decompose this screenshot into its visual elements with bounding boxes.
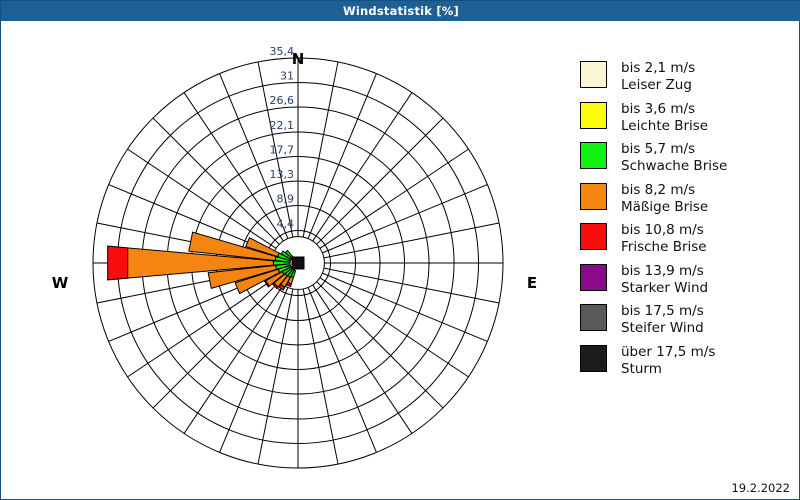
legend-beaufort-name: Leiser Zug	[621, 77, 692, 93]
grid-spoke	[307, 73, 377, 239]
grid-spoke	[323, 267, 500, 304]
wind-petal-segment	[107, 245, 129, 281]
legend-item[interactable]: bis 3,6 m/s Leichte Brise	[580, 101, 795, 135]
grid-spoke	[127, 277, 277, 378]
rose-center-hub	[291, 256, 305, 270]
legend-item[interactable]: über 17,5 m/s Sturm	[580, 344, 795, 378]
legend-speed-range: bis 3,6 m/s	[621, 100, 696, 117]
compass-label-north: N	[291, 50, 305, 68]
legend-beaufort-name: Sturm	[621, 360, 662, 377]
grid-spoke	[183, 92, 284, 242]
legend-label: bis 2,1 m/s Leiser Zug	[621, 60, 695, 94]
legend-item[interactable]: bis 17,5 m/s Steifer Wind	[580, 303, 795, 337]
legend-item[interactable]: bis 10,8 m/s Frische Brise	[580, 222, 795, 256]
legend-speed-range: bis 5,7 m/s	[621, 141, 696, 157]
radial-tick-label: 26,6	[270, 94, 295, 107]
wind-petal-segment	[188, 231, 277, 262]
wind-petal-segment	[234, 268, 281, 295]
grid-spoke	[152, 281, 280, 409]
legend-label: bis 17,5 m/s Steifer Wind	[621, 303, 704, 337]
grid-spoke	[257, 288, 294, 465]
grid-spoke	[108, 184, 274, 254]
wind-petal-segment	[263, 280, 270, 288]
grid-spoke	[323, 222, 500, 259]
legend-label: bis 10,8 m/s Frische Brise	[621, 222, 707, 256]
grid-spoke	[312, 92, 413, 242]
grid-spoke	[319, 277, 469, 378]
rose-hub	[291, 256, 305, 270]
legend-speed-range: über 17,5 m/s	[621, 343, 716, 360]
legend-beaufort-name: Starker Wind	[621, 279, 709, 296]
grid-spoke	[302, 288, 339, 465]
legend-speed-range: bis 13,9 m/s	[621, 262, 704, 279]
chart-canvas: 4,4 8,9 13,3 17,7 22,1 26,6 31 35,4 N S W E bis…	[2, 22, 798, 499]
legend-label: bis 3,6 m/s Leichte Brise	[621, 101, 708, 135]
legend-color-swatch	[580, 182, 607, 210]
windrose-plot: 4,4 8,9 13,3 17,7 22,1 26,6 31 35,4	[92, 45, 504, 469]
grid-spoke	[127, 148, 277, 249]
grid-spoke	[183, 284, 284, 434]
wind-petal-segment	[245, 236, 280, 258]
radial-tick-label: 22,1	[270, 119, 295, 132]
legend-item[interactable]: bis 8,2 m/s Mäßige Brise	[580, 182, 795, 216]
legend-speed-range: bis 8,2 m/s	[621, 181, 696, 198]
legend-speed-range: bis 10,8 m/s	[621, 222, 704, 238]
wind-petal-segment	[207, 264, 278, 290]
wind-petal-segment	[271, 282, 279, 290]
grid-spoke	[312, 284, 413, 434]
legend-speed-range: bis 2,1 m/s	[621, 60, 696, 76]
legend-item[interactable]: bis 5,7 m/s Schwache Brise	[580, 141, 795, 175]
radial-tick-label: 8,9	[277, 192, 295, 205]
grid-spoke	[307, 287, 377, 453]
wind-petal-segment	[277, 283, 286, 291]
radial-tick-label: 13,3	[270, 168, 295, 181]
compass-label-south: S	[278, 496, 318, 499]
legend-label: bis 13,9 m/s Starker Wind	[621, 263, 708, 297]
legend: bis 2,1 m/s Leiser Zug bis 3,6 m/s Leichte …	[580, 60, 795, 384]
legend-color-swatch	[580, 304, 607, 331]
grid-spoke	[152, 117, 280, 245]
grid-spoke	[219, 73, 289, 239]
grid-spoke	[316, 117, 444, 245]
radial-tick-labels: 4,4 8,9 13,3 17,7 22,1 26,6 31 35,4	[270, 45, 295, 231]
legend-color-swatch	[580, 101, 607, 129]
grid-spoke	[319, 148, 469, 249]
legend-speed-range: bis 17,5 m/s	[621, 303, 704, 319]
radial-tick-label: 17,7	[270, 144, 295, 157]
grid-spoke	[316, 281, 444, 409]
legend-label: bis 5,7 m/s Schwache Brise	[621, 141, 727, 175]
legend-item[interactable]: bis 13,9 m/s Starker Wind	[580, 263, 795, 297]
legend-beaufort-name: Leichte Brise	[621, 117, 709, 134]
compass-label-west: W	[51, 274, 69, 292]
legend-color-swatch	[580, 223, 607, 250]
legend-color-swatch	[580, 61, 607, 88]
grid-spoke	[302, 61, 339, 238]
legend-beaufort-name: Steifer Wind	[621, 320, 704, 336]
legend-label: über 17,5 m/s Sturm	[621, 344, 715, 378]
legend-color-swatch	[580, 263, 607, 291]
footer-date: 19.2.2022	[731, 481, 790, 495]
legend-label: bis 8,2 m/s Mäßige Brise	[621, 182, 708, 216]
legend-beaufort-name: Frische Brise	[621, 239, 707, 255]
legend-beaufort-name: Mäßige Brise	[621, 198, 709, 215]
polar-grid	[92, 57, 504, 469]
grid-spoke	[322, 184, 488, 254]
radial-tick-label: 35,4	[270, 45, 295, 58]
radial-tick-label: 4,4	[277, 218, 295, 231]
grid-spoke	[257, 61, 294, 238]
legend-color-swatch	[580, 344, 607, 372]
window-title: Windstatistik [%]	[343, 4, 459, 18]
compass-label-east: E	[526, 274, 538, 292]
grid-spoke	[219, 287, 289, 453]
legend-item[interactable]: bis 2,1 m/s Leiser Zug	[580, 60, 795, 94]
wind-petals	[107, 231, 297, 295]
legend-color-swatch	[580, 142, 607, 169]
window-titlebar: Windstatistik [%]	[1, 1, 800, 21]
grid-spoke	[322, 272, 488, 342]
legend-beaufort-name: Schwache Brise	[621, 158, 728, 174]
radial-tick-label: 31	[280, 69, 294, 82]
